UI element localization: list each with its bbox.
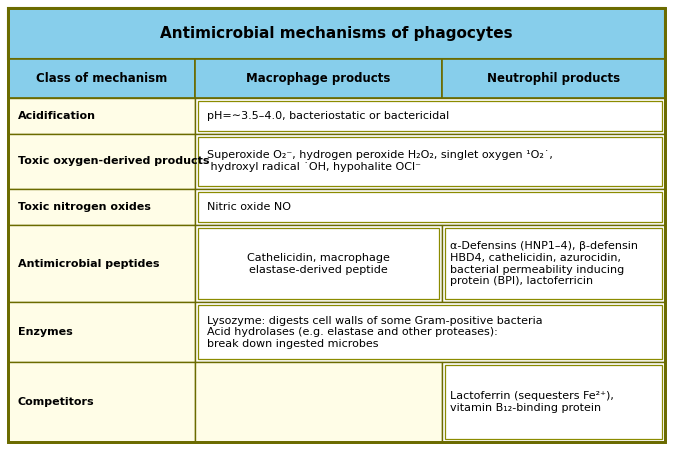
Bar xyxy=(199,192,662,222)
Bar xyxy=(8,98,195,134)
Text: pH=∼3.5–4.0, bacteriostatic or bactericidal: pH=∼3.5–4.0, bacteriostatic or bacterici… xyxy=(207,111,450,121)
Text: Competitors: Competitors xyxy=(18,397,95,407)
Bar xyxy=(8,134,195,189)
Text: Lysozyme: digests cell walls of some Gram-positive bacteria
Acid hydrolases (e.g: Lysozyme: digests cell walls of some Gra… xyxy=(207,315,543,349)
Bar xyxy=(8,8,665,59)
Text: Acidification: Acidification xyxy=(18,111,96,121)
Text: Toxic nitrogen oxides: Toxic nitrogen oxides xyxy=(18,202,151,212)
Text: Antimicrobial peptides: Antimicrobial peptides xyxy=(18,259,160,269)
Text: Antimicrobial mechanisms of phagocytes: Antimicrobial mechanisms of phagocytes xyxy=(160,26,513,41)
Bar xyxy=(441,59,665,98)
Text: Neutrophil products: Neutrophil products xyxy=(487,72,620,85)
Bar xyxy=(8,362,195,442)
Bar xyxy=(199,137,662,186)
Text: Enzymes: Enzymes xyxy=(18,327,73,337)
Text: Macrophage products: Macrophage products xyxy=(246,72,390,85)
Bar xyxy=(195,98,665,134)
Bar xyxy=(8,59,195,98)
Bar xyxy=(195,362,441,442)
Text: Cathelicidin, macrophage
elastase-derived peptide: Cathelicidin, macrophage elastase-derive… xyxy=(247,253,390,274)
Text: Superoxide O₂⁻, hydrogen peroxide H₂O₂, singlet oxygen ¹O₂˙,
 hydroxyl radical ˙: Superoxide O₂⁻, hydrogen peroxide H₂O₂, … xyxy=(207,150,553,172)
Text: α-Defensins (HNP1–4), β-defensin
HBD4, cathelicidin, azurocidin,
bacterial perme: α-Defensins (HNP1–4), β-defensin HBD4, c… xyxy=(450,241,637,286)
Bar xyxy=(195,59,441,98)
Bar xyxy=(445,365,662,439)
Bar xyxy=(441,225,665,302)
Bar xyxy=(195,189,665,225)
Bar xyxy=(199,228,439,299)
Text: Class of mechanism: Class of mechanism xyxy=(36,72,168,85)
Bar xyxy=(8,225,195,302)
Text: Toxic oxygen-derived products: Toxic oxygen-derived products xyxy=(18,156,209,166)
Bar xyxy=(441,362,665,442)
Text: Lactoferrin (sequesters Fe²⁺),
vitamin B₁₂-binding protein: Lactoferrin (sequesters Fe²⁺), vitamin B… xyxy=(450,391,614,413)
Bar xyxy=(195,134,665,189)
Bar xyxy=(199,306,662,359)
Bar xyxy=(445,228,662,299)
Text: Nitric oxide NO: Nitric oxide NO xyxy=(207,202,291,212)
Bar xyxy=(199,101,662,130)
Bar xyxy=(8,189,195,225)
Bar xyxy=(195,302,665,362)
Bar xyxy=(8,302,195,362)
Bar xyxy=(195,225,441,302)
